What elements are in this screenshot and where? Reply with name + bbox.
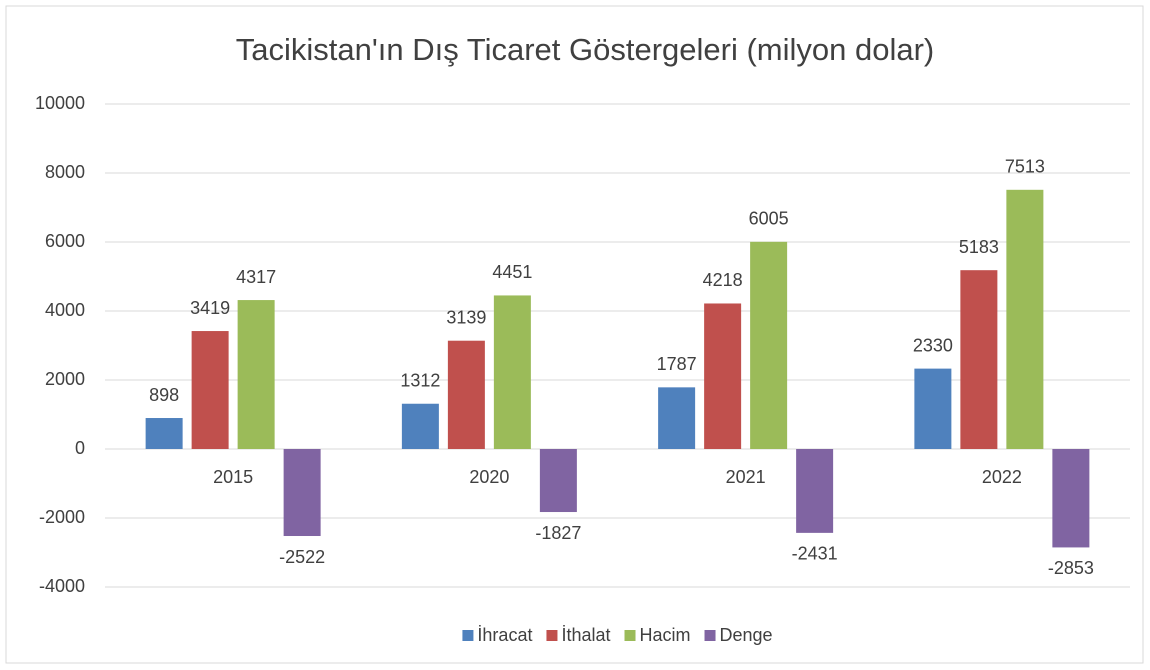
- legend-label: İthalat: [561, 625, 610, 645]
- bar: [447, 340, 485, 449]
- bar: [914, 368, 952, 449]
- data-label: -1827: [535, 523, 581, 543]
- bar: [658, 387, 696, 449]
- data-label: 1787: [657, 354, 697, 374]
- y-tick-label: 10000: [35, 93, 85, 113]
- data-label: 5183: [959, 237, 999, 257]
- data-label: -2431: [792, 544, 838, 564]
- data-label: 3139: [446, 307, 486, 327]
- legend-swatch: [462, 630, 474, 641]
- y-tick-label: 4000: [45, 300, 85, 320]
- legend-label: Denge: [720, 625, 773, 645]
- y-tick-label: -2000: [39, 507, 85, 527]
- legend-label: Hacim: [640, 625, 691, 645]
- bar: [493, 295, 531, 449]
- data-label: 898: [149, 385, 179, 405]
- data-label: 7513: [1005, 157, 1045, 177]
- legend-label: İhracat: [477, 625, 532, 645]
- x-tick-label: 2015: [213, 467, 253, 487]
- data-label: 4451: [492, 262, 532, 282]
- y-tick-label: 6000: [45, 231, 85, 251]
- bar: [750, 241, 788, 449]
- data-label: -2522: [279, 547, 325, 567]
- data-label: -2853: [1048, 558, 1094, 578]
- data-label: 2330: [913, 335, 953, 355]
- y-tick-label: 0: [75, 438, 85, 458]
- data-label: 4317: [236, 267, 276, 287]
- bar: [539, 449, 577, 513]
- bar: [1052, 449, 1090, 548]
- bar: [145, 418, 183, 449]
- bar: [796, 449, 834, 533]
- data-label: 3419: [190, 298, 230, 318]
- x-tick-label: 2020: [469, 467, 509, 487]
- bar: [237, 300, 275, 449]
- bar: [1006, 189, 1044, 449]
- bar: [191, 331, 229, 449]
- bar: [960, 270, 998, 449]
- bar: [283, 449, 321, 537]
- data-label: 6005: [749, 209, 789, 229]
- legend-swatch: [704, 630, 716, 641]
- x-tick-label: 2021: [726, 467, 766, 487]
- data-label: 4218: [703, 270, 743, 290]
- bar: [401, 403, 439, 449]
- legend-swatch: [624, 630, 636, 641]
- legend-swatch: [546, 630, 558, 641]
- chart-title: Tacikistan'ın Dış Ticaret Göstergeleri (…: [236, 32, 934, 67]
- x-tick-label: 2022: [982, 467, 1022, 487]
- y-tick-label: 8000: [45, 162, 85, 182]
- bar: [704, 303, 742, 449]
- y-tick-label: 2000: [45, 369, 85, 389]
- y-tick-label: -4000: [39, 576, 85, 596]
- data-label: 1312: [400, 370, 440, 390]
